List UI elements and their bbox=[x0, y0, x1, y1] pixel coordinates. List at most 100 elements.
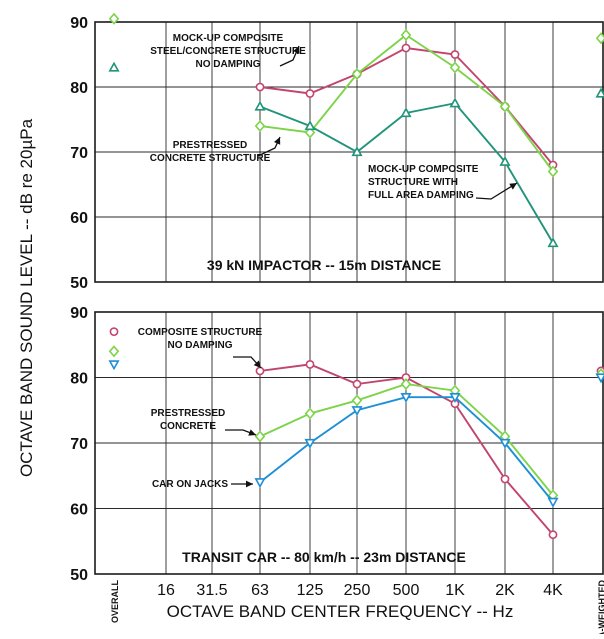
a-weighted-point bbox=[595, 87, 604, 98]
y-tick-label: 50 bbox=[70, 275, 88, 292]
annotation-text: CONCRETE STRUCTURE bbox=[150, 153, 271, 164]
data-point-63 bbox=[254, 119, 266, 133]
annotation-arrow-head bbox=[246, 480, 253, 488]
bottom-panel: 50 60 70 80 90 TRANSIT CAR -- 80 km/h -- 23m … bbox=[70, 305, 604, 584]
series-0 bbox=[255, 43, 558, 170]
data-point-500 bbox=[400, 378, 412, 391]
a-weighted-point bbox=[595, 373, 604, 384]
series-2 bbox=[108, 61, 604, 248]
y-tick-label: 50 bbox=[70, 567, 88, 584]
data-point-1K bbox=[450, 50, 460, 59]
data-point-63 bbox=[255, 82, 265, 92]
series-line bbox=[259, 363, 554, 536]
annotation-arrow-head bbox=[293, 46, 300, 54]
annotation-bottom-0: COMPOSITE STRUCTURE NO DAMPING bbox=[138, 327, 263, 369]
y-axis-label: OCTAVE BAND SOUND LEVEL -- dB re 20µPa bbox=[17, 118, 36, 477]
annotation-top-0: MOCK-UP COMPOSITE STEEL/CONCRETE STRUCTUR… bbox=[150, 33, 306, 70]
annotation-text: NO DAMPING bbox=[168, 340, 233, 351]
annotation-arrow-head bbox=[509, 183, 517, 190]
y-tick-label: 70 bbox=[70, 436, 88, 453]
x-tick-label: 31.5 bbox=[196, 582, 227, 599]
x-tick-label: 500 bbox=[393, 582, 420, 599]
annotation-arrow-head bbox=[248, 429, 256, 436]
data-point-250 bbox=[352, 379, 362, 389]
annotation-arrow-head bbox=[253, 360, 261, 368]
x-tick-label: 1K bbox=[445, 582, 465, 599]
data-point-4K bbox=[547, 497, 559, 508]
y-tick-label: 60 bbox=[70, 502, 88, 519]
x-tick-label: 250 bbox=[344, 582, 371, 599]
data-point-500 bbox=[400, 28, 412, 42]
x-tick-label: A-WEIGHTED bbox=[597, 580, 604, 634]
data-point-1K bbox=[449, 61, 461, 74]
y-tick-label: 80 bbox=[70, 80, 88, 97]
data-point-250 bbox=[351, 146, 363, 157]
data-point-63 bbox=[255, 366, 265, 376]
annotation-arrow-line bbox=[475, 182, 518, 200]
y-tick-label: 90 bbox=[70, 15, 88, 32]
y-tick-label: 90 bbox=[70, 305, 88, 322]
a-weighted-point bbox=[595, 32, 604, 45]
series-line bbox=[259, 396, 554, 503]
overall-point bbox=[108, 12, 120, 25]
annotation-top-1: PRESTRESSED CONCRETE STRUCTURE bbox=[150, 136, 281, 164]
annotation-text: NO DAMPING bbox=[196, 59, 261, 70]
data-point-2K bbox=[499, 438, 511, 449]
annotation-text: FULL AREA DAMPING bbox=[368, 190, 474, 201]
data-point-500 bbox=[400, 392, 412, 403]
overall-point bbox=[108, 360, 120, 371]
x-tick-label: 4K bbox=[543, 582, 563, 599]
data-point-63 bbox=[254, 100, 266, 111]
y-tick-label: 80 bbox=[70, 371, 88, 388]
panel-title: TRANSIT CAR -- 80 km/h -- 23m DISTANCE bbox=[182, 549, 466, 565]
annotation-text: CAR ON JACKS bbox=[152, 479, 228, 490]
panel-title: 39 kN IMPACTOR -- 15m DISTANCE bbox=[207, 257, 441, 273]
overall-point bbox=[108, 345, 120, 358]
annotation-text: STEEL/CONCRETE STRUCTURE bbox=[150, 46, 306, 57]
data-point-2K bbox=[499, 155, 511, 166]
annotation-text: MOCK-UP COMPOSITE bbox=[368, 164, 479, 175]
data-point-125 bbox=[305, 89, 315, 98]
annotation-top-2: MOCK-UP COMPOSITE STRUCTURE WITH FULL AREA… bbox=[368, 164, 518, 201]
x-axis-label: OCTAVE BAND CENTER FREQUENCY -- Hz bbox=[167, 602, 514, 621]
x-tick-label: 16 bbox=[157, 582, 175, 599]
data-point-63 bbox=[254, 430, 266, 443]
data-point-125 bbox=[304, 407, 316, 420]
annotation-bottom-1: PRESTRESSED CONCRETE bbox=[151, 408, 257, 436]
x-tick-label: 63 bbox=[251, 582, 269, 599]
data-point-125 bbox=[304, 120, 316, 131]
overall-point bbox=[109, 327, 119, 337]
series-2 bbox=[108, 360, 604, 508]
y-tick-label: 60 bbox=[70, 210, 88, 227]
data-point-1K bbox=[449, 392, 461, 403]
data-point-63 bbox=[254, 478, 266, 489]
x-tick-label: 2K bbox=[495, 582, 515, 599]
series-0 bbox=[109, 327, 604, 540]
top-panel: 50 60 70 80 90 39 kN IMPACTOR -- 15m DISTANCE bbox=[70, 12, 604, 292]
data-point-1K bbox=[449, 97, 461, 108]
data-point-4K bbox=[547, 165, 559, 178]
plot-frame bbox=[94, 21, 604, 283]
data-point-250 bbox=[351, 406, 363, 417]
data-point-2K bbox=[500, 474, 510, 484]
x-tick-label: 125 bbox=[297, 582, 324, 599]
data-point-500 bbox=[400, 107, 412, 118]
annotation-text: PRESTRESSED bbox=[173, 140, 247, 151]
x-tick-label: OVERALL bbox=[110, 580, 120, 624]
data-point-125 bbox=[304, 438, 316, 449]
annotation-text: COMPOSITE STRUCTURE bbox=[138, 327, 263, 338]
plot-frame bbox=[94, 311, 604, 575]
annotation-text: MOCK-UP COMPOSITE bbox=[173, 33, 284, 44]
annotation-arrow-head bbox=[274, 137, 281, 145]
overall-point bbox=[108, 61, 120, 72]
data-point-500 bbox=[401, 43, 411, 53]
data-point-125 bbox=[305, 359, 315, 369]
annotation-text: STRUCTURE WITH bbox=[368, 177, 458, 188]
data-point-4K bbox=[547, 237, 559, 248]
annotation-text: CONCRETE bbox=[160, 421, 216, 432]
data-point-250 bbox=[351, 394, 363, 407]
data-point-4K bbox=[548, 530, 558, 540]
y-tick-label: 70 bbox=[70, 145, 88, 162]
